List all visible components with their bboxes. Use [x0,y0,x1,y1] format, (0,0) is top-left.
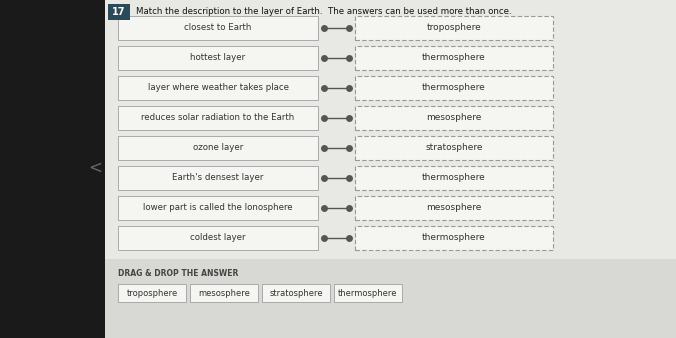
FancyBboxPatch shape [118,76,318,100]
FancyBboxPatch shape [118,136,318,160]
Text: DRAG & DROP THE ANSWER: DRAG & DROP THE ANSWER [118,268,239,277]
FancyBboxPatch shape [108,4,130,20]
FancyBboxPatch shape [190,284,258,302]
Text: ozone layer: ozone layer [193,144,243,152]
Text: thermosphere: thermosphere [422,53,486,63]
FancyBboxPatch shape [262,284,330,302]
Text: 17: 17 [112,7,126,17]
Text: mesosphere: mesosphere [427,203,482,213]
Text: lower part is called the Ionosphere: lower part is called the Ionosphere [143,203,293,213]
FancyBboxPatch shape [0,0,105,338]
Text: mesosphere: mesosphere [198,289,250,297]
FancyBboxPatch shape [118,196,318,220]
Text: closest to Earth: closest to Earth [185,24,251,32]
FancyBboxPatch shape [355,166,553,190]
FancyBboxPatch shape [118,284,186,302]
Text: troposphere: troposphere [427,24,481,32]
FancyBboxPatch shape [355,226,553,250]
Text: <: < [88,159,102,177]
Text: hottest layer: hottest layer [191,53,245,63]
FancyBboxPatch shape [355,76,553,100]
Text: layer where weather takes place: layer where weather takes place [147,83,289,93]
FancyBboxPatch shape [118,16,318,40]
Text: thermosphere: thermosphere [422,83,486,93]
Text: thermosphere: thermosphere [422,234,486,242]
FancyBboxPatch shape [118,46,318,70]
Text: stratosphere: stratosphere [269,289,323,297]
FancyBboxPatch shape [118,166,318,190]
Text: stratosphere: stratosphere [425,144,483,152]
FancyBboxPatch shape [355,46,553,70]
Text: reduces solar radiation to the Earth: reduces solar radiation to the Earth [141,114,295,122]
Text: thermosphere: thermosphere [422,173,486,183]
Text: thermosphere: thermosphere [338,289,397,297]
Text: mesosphere: mesosphere [427,114,482,122]
Text: coldest layer: coldest layer [190,234,246,242]
FancyBboxPatch shape [105,259,676,338]
Text: Match the description to the layer of Earth.  The answers can be used more than : Match the description to the layer of Ea… [136,7,512,17]
FancyBboxPatch shape [355,196,553,220]
FancyBboxPatch shape [355,106,553,130]
FancyBboxPatch shape [118,226,318,250]
FancyBboxPatch shape [355,136,553,160]
FancyBboxPatch shape [118,106,318,130]
Text: troposphere: troposphere [126,289,178,297]
FancyBboxPatch shape [355,16,553,40]
FancyBboxPatch shape [334,284,402,302]
FancyBboxPatch shape [105,0,676,338]
Text: Earth's densest layer: Earth's densest layer [172,173,264,183]
